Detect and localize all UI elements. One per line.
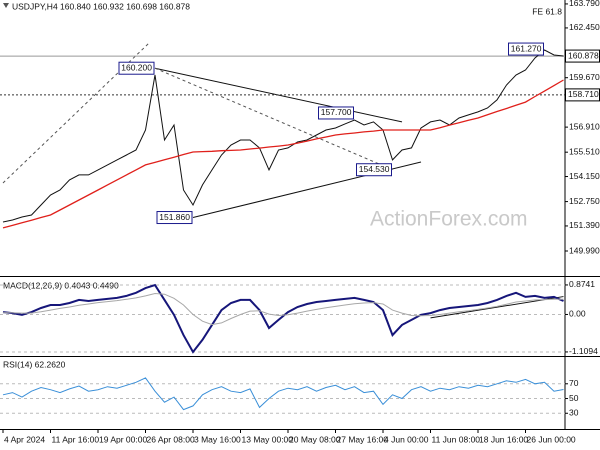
y-tick-label: -1.1094 — [569, 346, 598, 356]
x-tick-label: 4 Apr 2024 — [4, 434, 45, 444]
x-tick-label: 11 Jun 08:00 — [432, 434, 481, 444]
trend-line — [154, 67, 393, 171]
panel-title: USDJPY,H4 160.840 160.932 160.698 160.87… — [12, 1, 190, 11]
y-tick-label: 152.750 — [569, 196, 600, 206]
y-tick-label: 159.670 — [569, 72, 600, 82]
annotation-label: 160.200 — [121, 62, 152, 72]
x-tick-label: 18 Jun 16:00 — [479, 434, 528, 444]
fe-label: FE 61.8 — [532, 6, 562, 16]
series-line — [2, 79, 564, 229]
level-label: 160.878 — [568, 50, 599, 60]
annotation-box — [118, 61, 155, 75]
level-label: 158.710 — [568, 89, 599, 99]
annotation-label: 161.270 — [511, 43, 542, 53]
y-tick-label: 70 — [569, 378, 579, 388]
x-tick-label: 19 Apr 00:00 — [99, 434, 147, 444]
annotation-label: 157.700 — [321, 107, 352, 117]
y-tick-label: 0.8741 — [569, 279, 595, 289]
y-tick-label: 149.990 — [569, 245, 600, 255]
annotation-box — [318, 106, 354, 120]
x-tick-label: 26 Apr 08:00 — [147, 434, 195, 444]
series-line — [2, 283, 564, 354]
y-tick-label: 151.390 — [569, 220, 600, 230]
y-tick-label: 30 — [569, 408, 579, 418]
trend-line — [154, 67, 403, 123]
y-tick-label: 162.450 — [569, 22, 600, 32]
x-tick-label: 13 May 00:00 — [242, 434, 294, 444]
annotation-box — [356, 163, 392, 177]
annotation-box — [156, 211, 193, 225]
x-tick-label: 20 May 08:00 — [289, 434, 341, 444]
annotation-box — [508, 42, 544, 56]
x-tick-label: 11 Apr 16:00 — [52, 434, 100, 444]
x-tick-label: 26 Jun 00:00 — [527, 434, 576, 444]
annotation-label: 154.530 — [359, 164, 390, 174]
series-line — [2, 49, 564, 223]
series-line — [3, 292, 564, 326]
y-tick-label: 163.790 — [569, 0, 600, 8]
x-tick-label: 4 Jun 00:00 — [384, 434, 429, 444]
annotation-label: 151.860 — [159, 212, 190, 222]
y-tick-label: 155.510 — [569, 146, 600, 156]
series-line — [2, 377, 564, 411]
y-tick-label: 156.910 — [569, 121, 600, 131]
y-tick-label: 0.00 — [569, 309, 586, 319]
x-tick-label: 27 May 16:00 — [337, 434, 389, 444]
y-tick-label: 154.150 — [569, 171, 600, 181]
x-tick-label: 3 May 16:00 — [194, 434, 241, 444]
y-tick-label: 50 — [569, 393, 579, 403]
symbol-icon — [3, 3, 9, 8]
watermark: ActionForex.com — [370, 208, 528, 231]
panel-title: RSI(14) 62.2620 — [3, 359, 66, 369]
